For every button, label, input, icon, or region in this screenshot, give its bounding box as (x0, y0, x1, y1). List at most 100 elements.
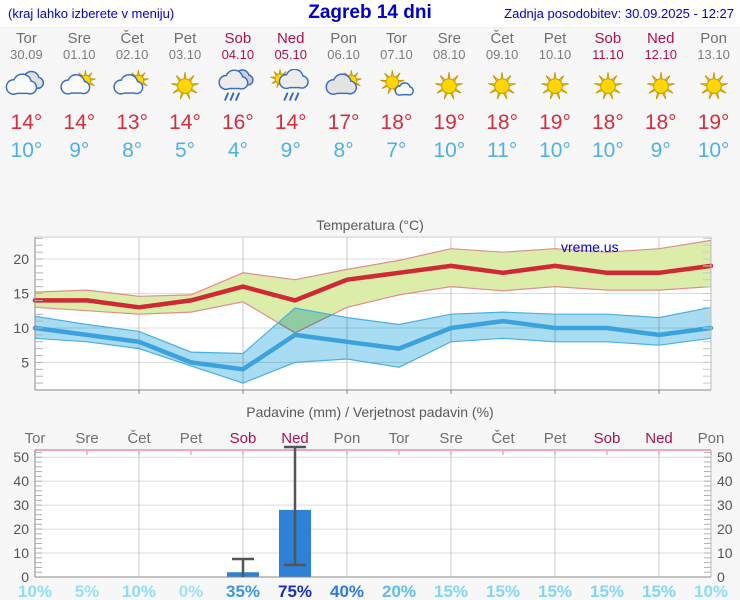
day-name: Tor (16, 30, 37, 47)
weather-icon-cell (581, 67, 634, 107)
sunny-icon (171, 72, 199, 100)
min-temperature: 5° (174, 139, 196, 162)
min-temperature: 10° (433, 139, 466, 162)
header-bar: (kraj lahko izberete v meniju) Zagreb 14… (0, 0, 740, 28)
forecast-day-column: Tor 07.10 18° 7° (370, 30, 423, 164)
precip-probability: 15% (538, 582, 572, 600)
day-date: 09.10 (485, 47, 519, 62)
weather-icon-cell (211, 67, 264, 107)
precip-probability: 15% (642, 582, 676, 600)
max-temperature: 17° (327, 111, 360, 134)
vreme-watermark-link[interactable]: vreme.us (561, 239, 619, 255)
precip-probability: 75% (278, 582, 312, 600)
precip-day-label: Pon (698, 430, 725, 447)
precip-probability: 15% (434, 582, 468, 600)
precip-day-label: Tor (25, 430, 46, 447)
precipitation-chart: Padavine (mm) / Verjetnost padavin (%) To… (13, 404, 733, 600)
day-date: 12.10 (644, 47, 677, 62)
weather-icon-cell (317, 67, 370, 107)
precip-ytick-left: 40 (13, 473, 29, 489)
temperature-chart: Temperatura (°C) 5 10 15 20 vreme.us (13, 217, 714, 394)
max-temperature: 18° (486, 111, 519, 134)
forecast-strip: Tor 30.09 14° 10° Sre 01.10 14° 9° Čet 02.10 13° 8°… (0, 30, 740, 164)
max-temperature: 14° (274, 111, 307, 134)
temp-chart-title: Temperatura (°C) (316, 217, 424, 233)
min-temperature: 10° (539, 139, 571, 162)
forecast-day-column: Sre 08.10 19° 10° (423, 30, 476, 164)
day-name: Čet (120, 30, 144, 47)
min-temperature: 9° (69, 139, 90, 162)
day-name: Ned (646, 30, 675, 47)
precip-probability: 10% (122, 582, 156, 600)
day-name: Sob (594, 30, 622, 47)
max-temperature: 13° (116, 111, 149, 134)
day-name: Ned (276, 30, 305, 47)
min-temperature: 11° (487, 139, 518, 162)
min-temperature: 8° (333, 139, 354, 162)
weather-icon-cell (634, 67, 687, 107)
sunny-icon (435, 72, 464, 100)
precip-ytick-right: 40 (717, 473, 733, 489)
precip-probability: 10% (18, 582, 52, 600)
max-temperature: 18° (380, 111, 413, 134)
partly-icon (113, 70, 149, 95)
temp-ytick-label: 20 (13, 251, 29, 267)
day-date: 03.10 (168, 47, 202, 62)
forecast-day-column: Pon 13.10 19° 10° (687, 30, 740, 164)
weather-icon-cell (159, 67, 212, 107)
min-temperature: 4° (227, 139, 248, 162)
weather-icon-cell (370, 67, 423, 107)
max-temperature: 14° (169, 111, 201, 134)
precip-probability: 35% (226, 582, 260, 600)
precip-probability: 15% (486, 582, 520, 600)
precip-day-label: Pon (334, 430, 361, 447)
precip-ytick-left: 50 (13, 449, 29, 465)
day-name: Pet (543, 30, 567, 47)
max-temperature: 18° (591, 111, 624, 134)
partly-icon (60, 70, 97, 95)
max-temperature: 19° (697, 111, 730, 134)
min-temperature: 10° (697, 139, 730, 162)
day-date: 02.10 (115, 47, 149, 62)
precip-ytick-right: 30 (717, 497, 733, 513)
precip-probability: 15% (590, 582, 624, 600)
location-menu-hint: (kraj lahko izberete v meniju) (8, 6, 175, 21)
precip-ytick-left: 20 (13, 521, 29, 537)
forecast-day-column: Tor 30.09 14° 10° (0, 30, 53, 164)
precip-day-label: Ned (281, 430, 309, 447)
day-name: Čet (490, 30, 514, 47)
day-name: Pet (173, 30, 197, 47)
forecast-day-column: Ned 12.10 18° 9° (634, 30, 687, 164)
day-date: 06.10 (327, 47, 360, 62)
max-temperature: 18° (644, 111, 677, 134)
precip-day-label: Sob (230, 430, 257, 447)
precip-probability: 5% (75, 582, 100, 600)
max-temperature: 19° (433, 111, 466, 134)
precip-day-label: Sre (75, 430, 98, 447)
weather-icon-cell (529, 67, 582, 107)
rain-icon (218, 69, 254, 101)
day-date: 11.10 (592, 47, 624, 62)
weather-icon-cell (53, 67, 106, 107)
precip-day-label: Tor (389, 430, 410, 447)
precip-ytick-right: 0 (717, 569, 725, 585)
precip-day-label: Sre (439, 430, 462, 447)
day-date: 10.10 (538, 47, 572, 62)
weather-icon-cell (476, 67, 529, 107)
weather-icon-cell (423, 67, 476, 107)
day-date: 30.09 (10, 47, 43, 62)
min-temperature: 10° (591, 139, 624, 162)
cloudsun-icon (325, 70, 362, 95)
sunrain-icon (270, 69, 309, 101)
min-temperature: 10° (10, 139, 43, 162)
last-update-label: Zadnja posodobitev: 30.09.2025 - 12:27 (504, 6, 734, 21)
page-title: Zagreb 14 dni (308, 2, 432, 23)
day-date: 05.10 (274, 47, 307, 62)
max-temperature: 19° (539, 111, 571, 134)
day-name: Pon (330, 30, 357, 47)
min-temperature: 9° (280, 139, 301, 162)
precip-probability: 20% (382, 582, 416, 600)
day-name: Sre (437, 30, 461, 47)
sunny-icon (699, 72, 728, 100)
weather-icon-cell (264, 67, 317, 107)
